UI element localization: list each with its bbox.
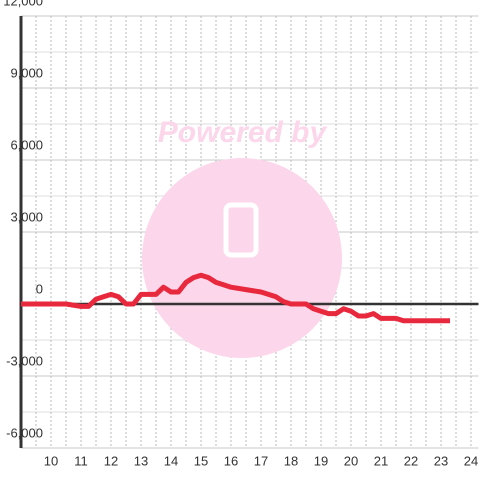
x-tick-label: 18: [284, 453, 298, 468]
x-tick-label: 24: [464, 453, 478, 468]
y-tick-label: 9,000: [10, 65, 43, 80]
x-tick-label: 17: [254, 453, 268, 468]
y-tick-label: 6,000: [10, 137, 43, 152]
x-tick-label: 22: [404, 453, 418, 468]
y-tick-label: 12,000: [3, 0, 43, 8]
y-tick-label: -6,000: [6, 425, 43, 440]
x-tick-label: 23: [434, 453, 448, 468]
watermark-logo: [142, 158, 342, 358]
watermark-text: Powered by: [158, 116, 328, 149]
x-tick-label: 11: [74, 453, 88, 468]
y-tick-label: -3,000: [6, 353, 43, 368]
x-tick-label: 19: [314, 453, 328, 468]
x-tick-label: 12: [104, 453, 118, 468]
watermark-icon: [223, 202, 259, 258]
y-tick-label: 0: [36, 281, 43, 296]
x-tick-label: 15: [194, 453, 208, 468]
x-tick-label: 10: [44, 453, 58, 468]
x-tick-label: 20: [344, 453, 358, 468]
y-tick-label: 3,000: [10, 209, 43, 224]
x-tick-label: 21: [374, 453, 388, 468]
x-tick-label: 16: [224, 453, 238, 468]
x-tick-label: 14: [164, 453, 178, 468]
data-line: [21, 272, 450, 324]
x-tick-label: 13: [134, 453, 148, 468]
